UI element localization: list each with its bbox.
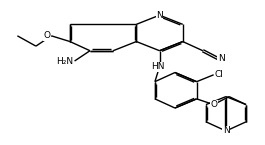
Text: H₂N: H₂N [56, 57, 74, 66]
Text: O: O [210, 100, 217, 109]
Text: N: N [156, 11, 163, 20]
Text: HN: HN [151, 62, 164, 71]
Text: N: N [218, 54, 225, 63]
Text: O: O [43, 31, 50, 40]
Text: Cl: Cl [215, 70, 223, 79]
Text: N: N [223, 126, 229, 135]
